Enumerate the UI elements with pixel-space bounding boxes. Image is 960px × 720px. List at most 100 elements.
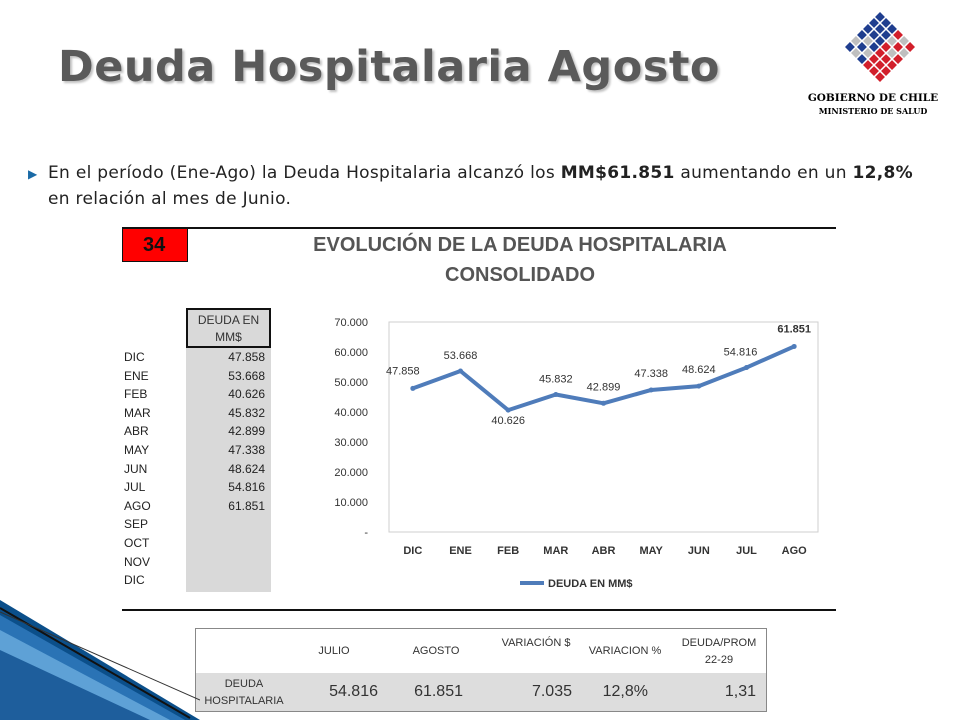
- bullet-text: En el período (Ene-Ago) la Deuda Hospita…: [48, 160, 938, 212]
- bullet-bold-percent: 12,8%: [852, 163, 913, 183]
- summary-header-julio: JULIO: [318, 645, 350, 657]
- table-row-month: ENE: [124, 368, 149, 383]
- logo-line1: GOBIERNO DE CHILE: [807, 92, 939, 104]
- table-row-value: 48.624: [228, 461, 265, 476]
- logo-tile: [875, 60, 885, 70]
- data-label: 45.832: [539, 374, 573, 386]
- table-row-month: FEB: [124, 387, 148, 402]
- logo-tile: [887, 24, 897, 34]
- logo-tile: [893, 42, 903, 52]
- table-header: DEUDA EN MM$: [186, 308, 271, 348]
- gobierno-logo: GOBIERNO DE CHILE MINISTERIO DE SALUD: [800, 6, 950, 122]
- table-row-month: JUL: [124, 480, 146, 495]
- logo-tile: [857, 42, 867, 52]
- data-point: [696, 383, 702, 389]
- chile-mosaic-icon: [844, 12, 916, 83]
- x-tick-label: ABR: [592, 545, 616, 557]
- data-label: 42.899: [587, 381, 621, 393]
- logo-tile: [863, 36, 873, 46]
- bullet-part1: En el período (Ene-Ago) la Deuda Hospita…: [48, 163, 561, 183]
- summary-header-variacion-pct: VARIACION %: [588, 645, 662, 657]
- bullet-part2: aumentando en un: [674, 163, 853, 183]
- logo-tile: [881, 42, 891, 52]
- logo-tile: [851, 36, 861, 46]
- logo-tile: [905, 42, 916, 52]
- bullet-bold-amount: MM$61.851: [560, 163, 675, 183]
- data-label: 40.626: [491, 415, 525, 427]
- table-row: DIC: [124, 573, 271, 591]
- report-number: 34: [122, 228, 188, 262]
- table-row-month: DIC: [124, 350, 145, 364]
- plot-area: [388, 321, 819, 533]
- table-row-value: 54.816: [228, 480, 265, 495]
- table-value-column: [186, 348, 271, 592]
- data-label: 53.668: [444, 350, 478, 362]
- logo-tile: [875, 24, 885, 34]
- logo-tile: [857, 30, 867, 40]
- table-row-month: SEP: [124, 517, 149, 532]
- logo-tile: [869, 66, 879, 76]
- y-tick-label: 30.000: [334, 437, 368, 449]
- summary-value-deuda-prom: 1,31: [724, 683, 756, 700]
- y-tick-label: 20.000: [334, 467, 368, 479]
- data-label: 48.624: [682, 364, 716, 376]
- table-row-value: 47.338: [228, 443, 265, 457]
- report-title-line1: EVOLUCIÓN DE LA DEUDA HOSPITALARIA: [313, 234, 727, 256]
- table-row: OCT: [124, 536, 271, 554]
- data-label: 54.816: [724, 347, 758, 359]
- debt-line-chart: - 10.000 20.000 30.000 40.000 50.000 60.000 70.…: [334, 317, 819, 590]
- table-row-value: 40.626: [228, 387, 265, 402]
- logo-tile: [875, 12, 885, 22]
- logo-tile: [875, 48, 885, 58]
- logo-tile: [857, 54, 867, 64]
- logo-tile: [881, 18, 891, 28]
- table-row-value: 45.832: [228, 405, 265, 420]
- x-tick-label: FEB: [497, 545, 519, 557]
- summary-value-variacion-pct: 12,8%: [602, 683, 648, 700]
- table-row: AGO 61.851: [124, 499, 271, 517]
- table-row-month: MAR: [124, 405, 151, 420]
- table-row: ABR 42.899: [124, 424, 271, 442]
- legend-label: DEUDA EN MM$: [548, 578, 633, 590]
- table-row: FEB 40.626: [124, 387, 271, 405]
- y-tick-label: 70.000: [334, 317, 368, 329]
- logo-tile: [887, 36, 897, 46]
- data-point: [505, 407, 511, 413]
- summary-table: JULIO AGOSTO VARIACIÓN $ VARIACION % DEU…: [195, 628, 767, 712]
- triangle-bullet-icon: ▶: [28, 167, 38, 181]
- y-tick-label: 60.000: [334, 347, 368, 359]
- x-tick-label: DIC: [403, 545, 422, 557]
- logo-tile: [875, 36, 885, 46]
- logo-tile: [881, 54, 891, 64]
- logo-tile: [887, 48, 897, 58]
- table-row-month: JUN: [124, 461, 148, 476]
- table-row-month: ABR: [124, 424, 149, 439]
- logo-tile: [869, 30, 879, 40]
- data-point: [744, 365, 749, 371]
- data-point: [601, 400, 606, 406]
- summary-header-agosto: AGOSTO: [412, 645, 460, 657]
- x-tick-label: AGO: [782, 545, 808, 557]
- summary-header-row: JULIO AGOSTO VARIACIÓN $ VARIACION % DEU…: [196, 629, 766, 673]
- table-row-month: MAY: [124, 443, 150, 457]
- logo-tile: [887, 60, 897, 70]
- y-tick-label: -: [364, 527, 368, 539]
- report-title-line2: CONSOLIDADO: [445, 264, 595, 286]
- report-bottom-rule: [122, 609, 836, 611]
- table-row-value: 53.668: [228, 368, 265, 383]
- table-row: MAY 47.338: [124, 443, 271, 461]
- x-tick-label: JUL: [736, 545, 757, 557]
- logo-tile: [863, 24, 873, 34]
- summary-row-label: DEUDA HOSPITALARIA: [204, 678, 284, 707]
- logo-line2: MINISTERIO DE SALUD: [818, 106, 928, 116]
- logo-tile: [844, 42, 855, 52]
- table-row: SEP: [124, 517, 271, 535]
- logo-tile: [869, 18, 879, 28]
- data-point: [410, 385, 416, 391]
- logo-tile: [881, 30, 891, 40]
- table-row: ENE 53.668: [124, 369, 271, 387]
- table-row: NOV: [124, 555, 271, 573]
- bullet-part3: en relación al mes de Junio.: [48, 189, 292, 209]
- report-top-rule: [122, 227, 836, 229]
- x-tick-label: JUN: [688, 545, 710, 557]
